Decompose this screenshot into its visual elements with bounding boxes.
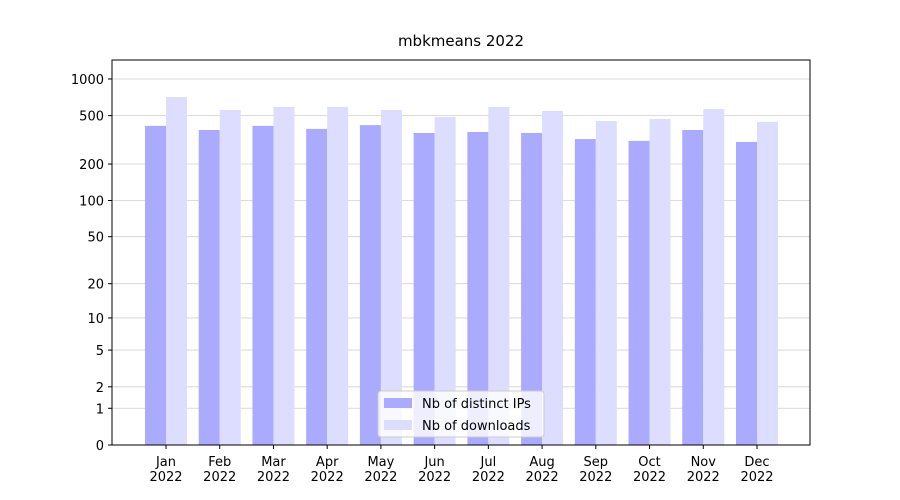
x-tick-label: May 2022	[364, 455, 397, 485]
legend-swatch	[384, 420, 412, 430]
bar	[757, 121, 778, 446]
legend-swatch	[384, 398, 412, 408]
bar	[252, 125, 274, 446]
bar	[628, 140, 650, 445]
bar	[145, 125, 166, 446]
x-tick-label: Dec 2022	[740, 455, 773, 485]
axes-frame	[111, 59, 811, 446]
bar	[273, 106, 295, 446]
legend: Nb of distinct IPs Nb of downloads	[377, 390, 545, 438]
y-tick-label: 2	[96, 381, 104, 396]
bar	[574, 139, 596, 445]
x-tick-label: Nov 2022	[687, 455, 720, 485]
bar	[306, 128, 328, 445]
bar	[434, 117, 456, 445]
legend-label: Nb of distinct IPs	[422, 397, 531, 412]
x-tick-label: Jan 2022	[149, 455, 182, 485]
bar	[166, 97, 187, 445]
y-tick-label: 100	[79, 194, 104, 209]
bar	[736, 141, 757, 446]
bar	[703, 108, 725, 445]
bar	[488, 106, 510, 446]
legend-frame	[377, 390, 545, 438]
bar	[359, 125, 381, 445]
bar	[595, 120, 617, 445]
bar	[413, 133, 435, 445]
y-tick-label: 1000	[71, 73, 104, 88]
y-tick-label: 1	[96, 402, 104, 417]
y-tick-label: 200	[79, 158, 104, 173]
bar	[380, 110, 402, 445]
legend-label: Nb of downloads	[422, 419, 531, 434]
bar	[649, 119, 671, 445]
y-tick-label: 500	[79, 110, 104, 125]
bar	[198, 130, 220, 445]
y-tick-label: 5	[96, 344, 104, 359]
y-tick-label: 0	[96, 439, 104, 454]
x-tick-label: Oct 2022	[633, 455, 666, 485]
y-tick-label: 50	[87, 231, 104, 246]
bar	[521, 133, 543, 445]
x-tick-label: Sep 2022	[579, 455, 612, 485]
x-tick-label: Jul 2022	[472, 455, 505, 485]
x-tick-label: Mar 2022	[257, 455, 290, 485]
x-tick-label: Aug 2022	[526, 455, 559, 485]
x-tick-label: Jun 2022	[418, 455, 451, 485]
bar	[219, 110, 241, 445]
y-tick-label: 10	[87, 312, 104, 327]
bar	[467, 131, 489, 445]
y-tick-label: 20	[87, 278, 104, 293]
x-tick-label: Apr 2022	[311, 455, 344, 485]
chart-title: mbkmeans 2022	[398, 32, 524, 50]
bar	[327, 106, 349, 446]
x-tick-label: Feb 2022	[203, 455, 236, 485]
bar	[682, 130, 704, 445]
bar	[542, 110, 564, 445]
